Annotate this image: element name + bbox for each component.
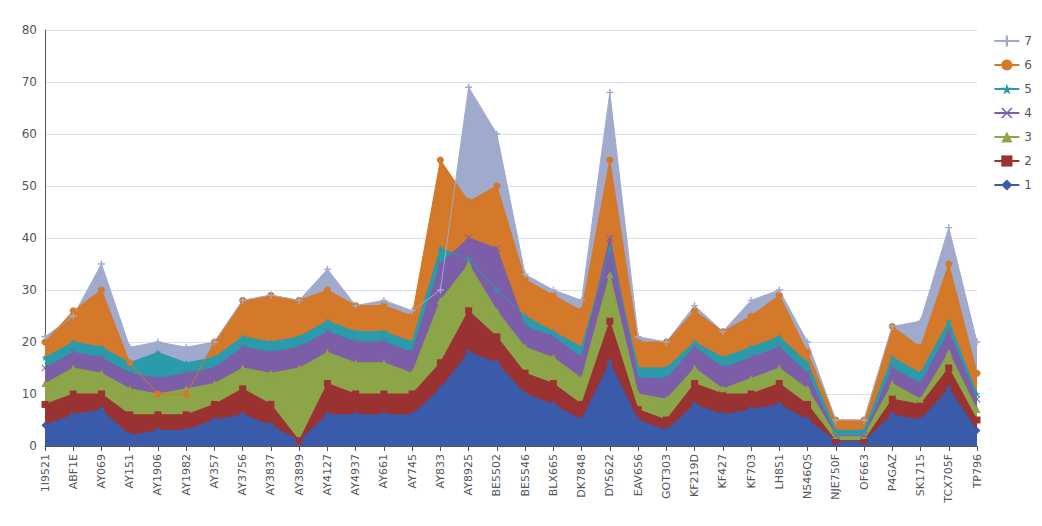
- svg-text:DY5622: DY5622: [603, 454, 616, 497]
- svg-text:ABF1E: ABF1E: [67, 454, 80, 489]
- svg-text:0: 0: [29, 439, 37, 453]
- svg-text:KF427: KF427: [716, 454, 729, 489]
- svg-text:TCX705F: TCX705F: [942, 454, 955, 504]
- svg-text:80: 80: [22, 23, 37, 37]
- svg-text:AY745: AY745: [406, 454, 419, 488]
- svg-text:4: 4: [1024, 106, 1032, 120]
- svg-text:AY357: AY357: [208, 454, 221, 488]
- svg-text:KF703: KF703: [745, 454, 758, 489]
- svg-text:AY3899: AY3899: [293, 454, 306, 495]
- svg-text:GOT303: GOT303: [660, 454, 673, 499]
- svg-text:BE5546: BE5546: [519, 454, 532, 497]
- svg-text:30: 30: [22, 283, 37, 297]
- svg-text:5: 5: [1024, 82, 1032, 96]
- svg-text:DK7848: DK7848: [575, 454, 588, 498]
- svg-text:AY4127: AY4127: [321, 454, 334, 495]
- svg-text:TP796: TP796: [971, 454, 984, 489]
- svg-text:AY661: AY661: [377, 454, 390, 488]
- svg-text:10: 10: [22, 387, 37, 401]
- svg-text:NJE750F: NJE750F: [829, 454, 842, 500]
- svg-text:2: 2: [1024, 154, 1032, 168]
- svg-text:AY069: AY069: [95, 454, 108, 488]
- svg-text:KF219D: KF219D: [688, 454, 701, 497]
- svg-text:AY8925: AY8925: [462, 454, 475, 495]
- svg-text:AY1906: AY1906: [151, 454, 164, 495]
- svg-text:1I9521: 1I9521: [39, 454, 52, 492]
- svg-text:EAV656: EAV656: [632, 454, 645, 496]
- svg-text:AY1982: AY1982: [180, 454, 193, 495]
- svg-text:AY4937: AY4937: [349, 454, 362, 495]
- svg-text:20: 20: [22, 335, 37, 349]
- svg-text:3: 3: [1024, 130, 1032, 144]
- svg-text:7: 7: [1024, 34, 1032, 48]
- svg-text:BLX665: BLX665: [547, 454, 560, 496]
- svg-text:1: 1: [1024, 178, 1032, 192]
- svg-text:AY3837: AY3837: [264, 454, 277, 495]
- svg-text:SK1715: SK1715: [914, 454, 927, 496]
- svg-text:LH851: LH851: [773, 454, 786, 489]
- svg-text:BE5502: BE5502: [490, 454, 503, 497]
- svg-text:OF663: OF663: [858, 454, 871, 490]
- svg-text:AY833: AY833: [434, 454, 447, 488]
- svg-text:N546QS: N546QS: [801, 454, 814, 499]
- svg-text:P4GAZ: P4GAZ: [886, 454, 899, 492]
- svg-text:60: 60: [22, 127, 37, 141]
- svg-text:70: 70: [22, 75, 37, 89]
- svg-text:6: 6: [1024, 58, 1032, 72]
- svg-text:AY3756: AY3756: [236, 454, 249, 495]
- svg-text:AY151: AY151: [123, 454, 136, 488]
- svg-text:40: 40: [22, 231, 37, 245]
- svg-text:50: 50: [22, 179, 37, 193]
